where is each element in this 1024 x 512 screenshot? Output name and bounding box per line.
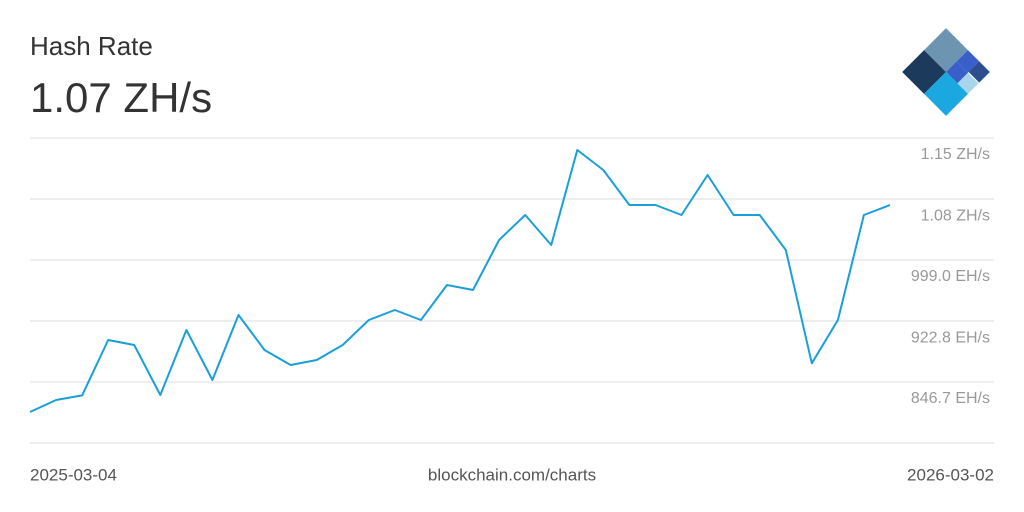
y-tick-label: 1.08 ZH/s bbox=[921, 207, 990, 224]
chart-title: Hash Rate bbox=[30, 31, 153, 61]
x-start-label: 2025-03-04 bbox=[30, 465, 117, 484]
headline-value: 1.07 ZH/s bbox=[30, 74, 212, 121]
y-tick-label: 999.0 EH/s bbox=[911, 268, 990, 285]
y-tick-label: 846.7 EH/s bbox=[911, 390, 990, 407]
source-label: blockchain.com/charts bbox=[428, 465, 596, 484]
y-tick-label: 922.8 EH/s bbox=[911, 329, 990, 346]
y-tick-label: 1.15 ZH/s bbox=[921, 146, 990, 163]
x-end-label: 2026-03-02 bbox=[907, 465, 994, 484]
series-line bbox=[29, 149, 891, 413]
logo bbox=[902, 28, 990, 116]
